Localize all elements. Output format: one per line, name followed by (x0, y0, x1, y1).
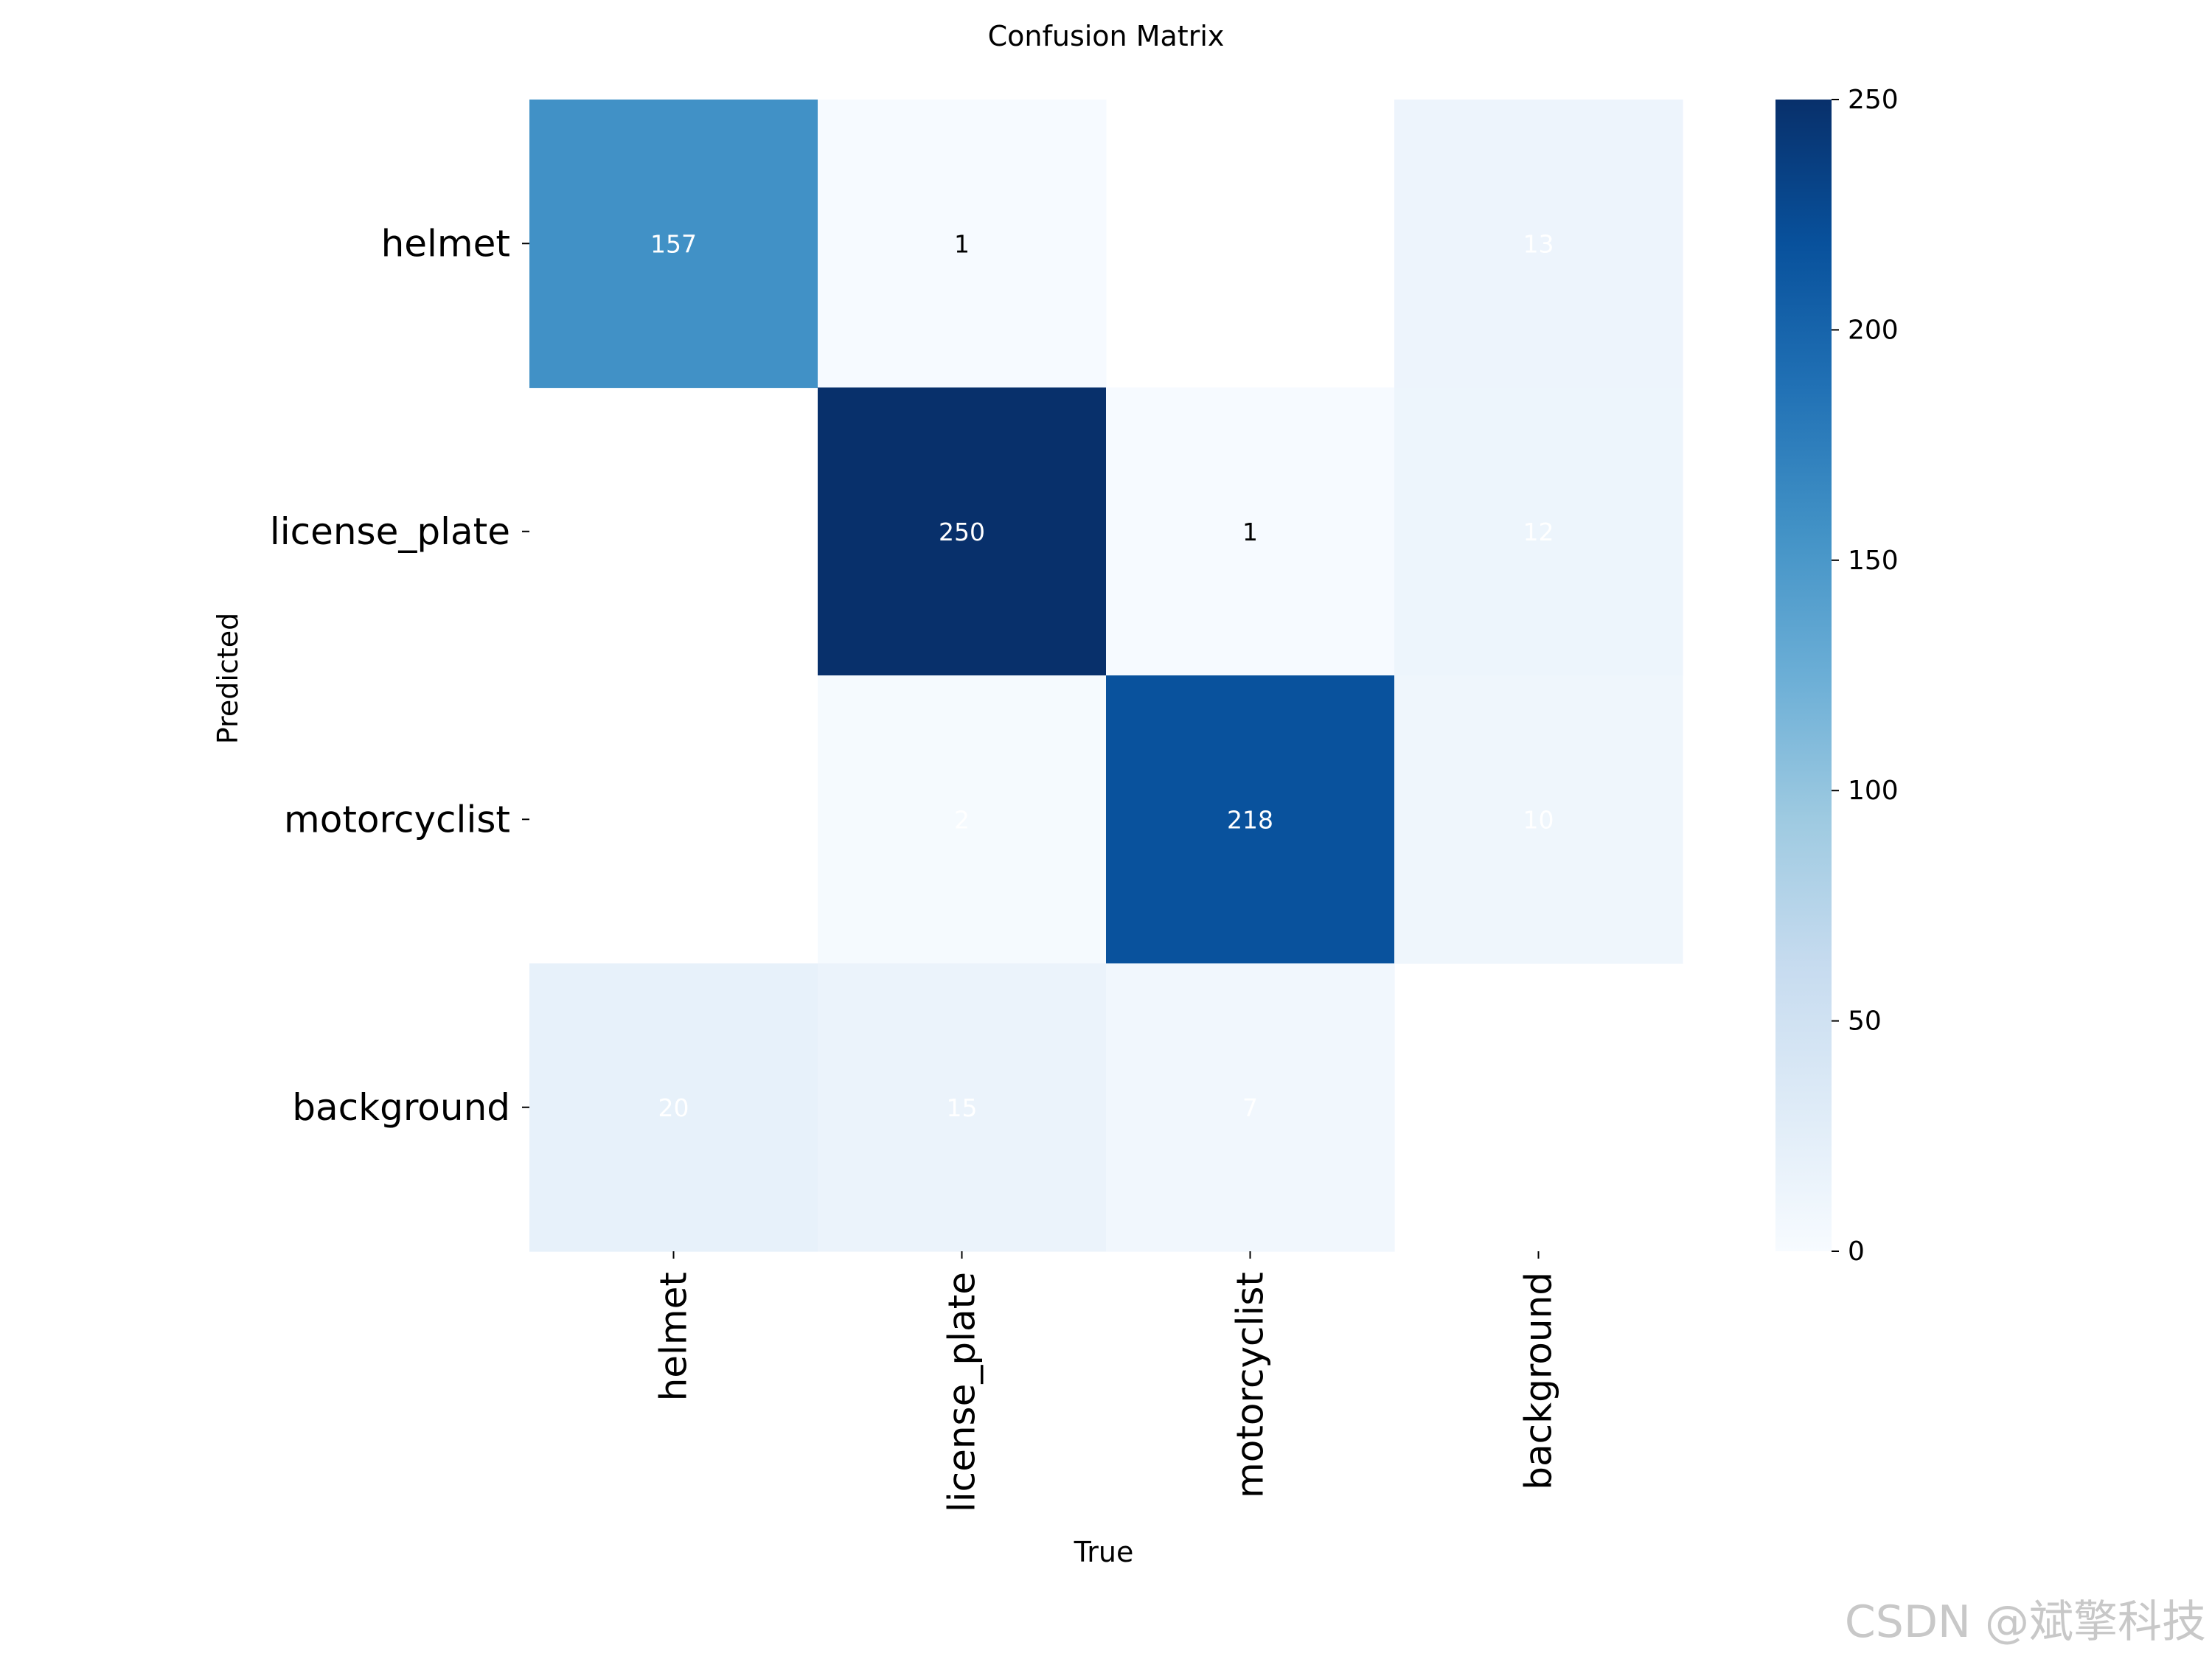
cell-helmet-license_plate (818, 100, 1107, 389)
cell-motorcyclist-background (1394, 675, 1683, 964)
cell-helmet-helmet (529, 100, 818, 389)
colorbar-tick-label: 200 (1848, 315, 1899, 345)
colorbar-gradient (1775, 100, 1832, 1251)
cell-license_plate-motorcyclist (1106, 387, 1395, 676)
x-tick-label: license_plate (941, 1272, 984, 1512)
cell-helmet-background (1394, 100, 1683, 389)
y-axis: helmet license_plate motorcyclist backgroun… (270, 222, 529, 1129)
cell-value-label: 20 (658, 1093, 689, 1122)
y-axis-label: Predicted (212, 613, 244, 744)
cell-value-label: 157 (650, 229, 697, 258)
colorbar-tick-label: 100 (1848, 776, 1899, 806)
x-axis-label: True (1074, 1536, 1134, 1568)
y-tick-label: background (292, 1086, 510, 1129)
watermark-text: CSDN @斌擎科技 (1844, 1596, 2206, 1648)
x-tick-label: background (1517, 1272, 1560, 1490)
colorbar-tick-label: 150 (1848, 546, 1899, 576)
chart-title: Confusion Matrix (988, 20, 1225, 52)
cell-value-label: 218 (1227, 805, 1273, 834)
colorbar: 0 50 100 150 200 250 (1775, 85, 1899, 1267)
x-tick-label: helmet (653, 1272, 695, 1401)
cell-value-label: 12 (1523, 518, 1554, 546)
cell-motorcyclist-license_plate (818, 675, 1107, 964)
y-tick-label: helmet (381, 222, 510, 265)
cell-background-license_plate (818, 963, 1107, 1252)
colorbar-tick-label: 250 (1848, 85, 1899, 115)
cell-value-label: 15 (947, 1093, 978, 1122)
cell-license_plate-background (1394, 387, 1683, 676)
x-tick-label: motorcyclist (1229, 1272, 1272, 1498)
cell-value-label: 250 (939, 518, 985, 546)
colorbar-tick-label: 50 (1848, 1006, 1882, 1037)
cell-value-label: 13 (1523, 229, 1554, 258)
y-tick-label: motorcyclist (284, 798, 510, 841)
cell-value-label: 1 (1242, 518, 1258, 546)
cell-background-motorcyclist (1106, 963, 1395, 1252)
cell-motorcyclist-motorcyclist (1106, 675, 1395, 964)
colorbar-tick-label: 0 (1848, 1237, 1865, 1267)
cell-value-label: 10 (1523, 805, 1554, 834)
cell-background-helmet (529, 963, 818, 1252)
cell-value-label: 7 (1242, 1093, 1258, 1122)
cell-license_plate-license_plate (818, 387, 1107, 676)
y-tick-label: license_plate (270, 510, 510, 553)
cell-value-label: 1 (954, 229, 970, 258)
cell-value-label: 2 (954, 805, 970, 834)
x-axis: helmet license_plate motorcyclist backgroun… (653, 1251, 1560, 1512)
